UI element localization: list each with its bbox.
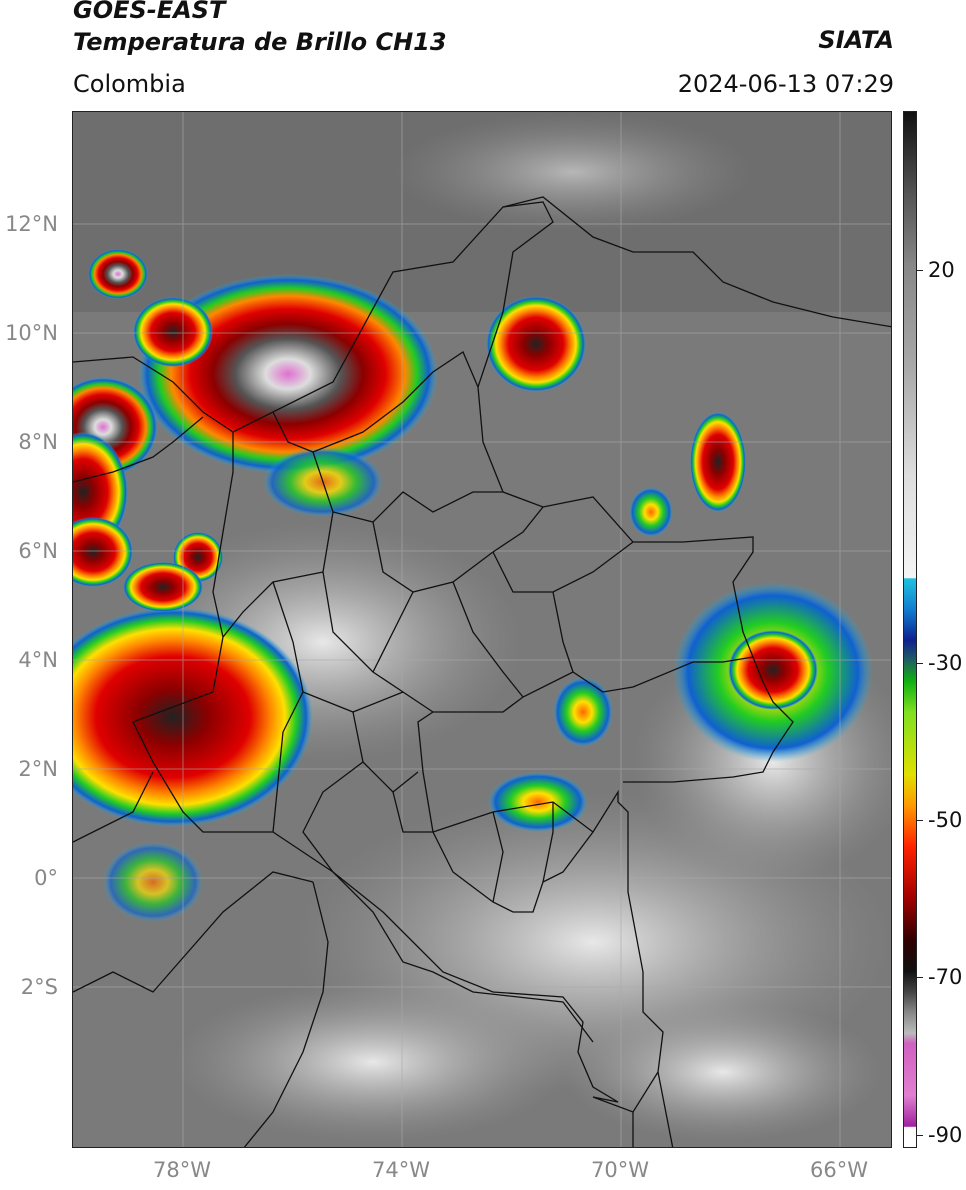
storm-cell xyxy=(690,412,746,512)
lon-label: 78°W xyxy=(153,1158,211,1182)
colorbar-label: -50 xyxy=(928,808,963,832)
satellite-map xyxy=(72,111,892,1148)
storm-cell xyxy=(629,487,673,537)
source-label: SIATA xyxy=(818,26,894,54)
satellite-title: GOES-EAST xyxy=(73,0,226,24)
lon-label: 70°W xyxy=(591,1158,649,1182)
storm-cell xyxy=(88,249,148,299)
graticule xyxy=(73,112,891,1147)
storm-cell xyxy=(138,274,438,474)
political-borders xyxy=(73,196,891,1147)
colorbar-tick xyxy=(917,1135,923,1136)
lat-label: 6°N xyxy=(18,539,58,563)
storm-cell xyxy=(728,630,818,710)
lat-label: 10°N xyxy=(5,321,58,345)
title-block: GOES-EAST Temperatura de Brillo CH13 xyxy=(73,0,447,58)
storm-cell xyxy=(103,842,203,922)
lat-label: 8°N xyxy=(18,430,58,454)
storm-cell xyxy=(73,607,313,827)
lon-label: 66°W xyxy=(810,1158,868,1182)
colorbar-label: -30 xyxy=(928,651,963,675)
product-title: Temperatura de Brillo CH13 xyxy=(73,28,447,56)
colorbar-label: -70 xyxy=(928,965,963,989)
colorbar-tick xyxy=(917,270,923,271)
lat-label: 4°N xyxy=(18,648,58,672)
storm-cell xyxy=(553,677,613,747)
storm-cell xyxy=(73,517,133,587)
temperature-colorbar xyxy=(903,111,917,1148)
colorbar-tick xyxy=(917,977,923,978)
lon-label: 74°W xyxy=(372,1158,430,1182)
storm-cell xyxy=(488,772,588,832)
storm-cell xyxy=(123,562,203,612)
region-label: Colombia xyxy=(73,70,186,98)
storm-cell xyxy=(486,296,586,392)
colorbar-tick xyxy=(917,820,923,821)
colorbar-tick xyxy=(917,663,923,664)
lat-label: 2°N xyxy=(18,757,58,781)
colorbar-label: -90 xyxy=(928,1123,963,1147)
lat-label: 2°S xyxy=(20,975,58,999)
colorbar-label: 20 xyxy=(928,258,955,282)
timestamp-label: 2024-06-13 07:29 xyxy=(677,70,894,98)
storm-cell xyxy=(133,297,213,367)
map-canvas xyxy=(73,112,891,1147)
lat-label: 0° xyxy=(34,866,58,890)
lat-label: 12°N xyxy=(5,212,58,236)
